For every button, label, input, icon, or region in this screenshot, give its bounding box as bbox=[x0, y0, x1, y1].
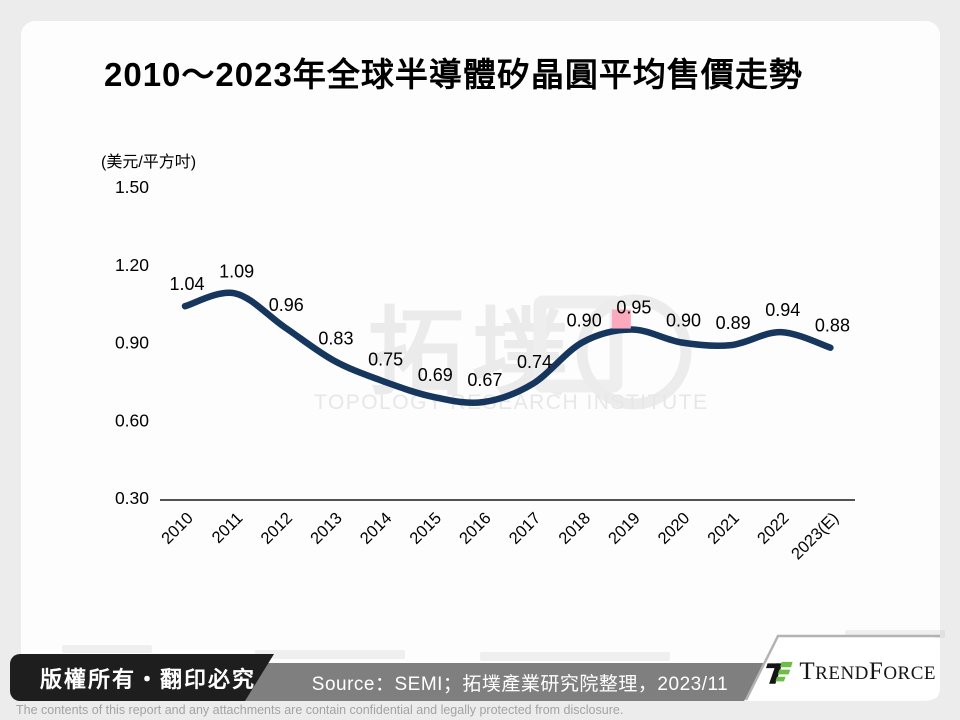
y-tick-label: 1.20 bbox=[115, 255, 149, 275]
data-label: 0.75 bbox=[368, 349, 403, 369]
y-tick-label: 0.60 bbox=[115, 410, 149, 430]
brand-letters: ORCE bbox=[883, 663, 936, 684]
data-label: 0.88 bbox=[815, 316, 850, 336]
y-tick-label: 1.50 bbox=[115, 177, 149, 197]
disclaimer-text: The contents of this report and any atta… bbox=[16, 703, 624, 717]
x-tick-label: 2019 bbox=[605, 509, 644, 548]
data-label: 1.09 bbox=[219, 261, 254, 281]
watermark-remnant bbox=[845, 630, 945, 638]
source-text: Source：SEMI；拓墣產業研究院整理，2023/11 bbox=[311, 673, 729, 695]
x-tick-label: 2023(E) bbox=[788, 509, 842, 563]
watermark-ring bbox=[576, 294, 692, 410]
y-tick-label: 0.30 bbox=[115, 488, 149, 508]
brand-letter: F bbox=[868, 658, 884, 685]
data-label: 0.74 bbox=[517, 352, 552, 372]
trendforce-logo: TRENDFORCE bbox=[766, 652, 936, 692]
data-label: 1.04 bbox=[169, 274, 204, 294]
x-tick-label: 2011 bbox=[209, 509, 247, 547]
data-label: 0.94 bbox=[765, 300, 800, 320]
x-tick-label: 2014 bbox=[357, 509, 396, 548]
watermark-remnant bbox=[255, 650, 405, 659]
brand-wordmark: TRENDFORCE bbox=[799, 658, 936, 686]
slide-card bbox=[21, 21, 940, 701]
x-tick-label: 2017 bbox=[506, 509, 545, 548]
y-axis-unit-label: (美元/平方吋) bbox=[101, 154, 197, 171]
data-label: 0.96 bbox=[269, 295, 304, 315]
x-tick-label: 2020 bbox=[655, 509, 694, 548]
x-tick-label: 2016 bbox=[456, 509, 495, 548]
data-label: 0.67 bbox=[467, 370, 502, 390]
data-label: 0.95 bbox=[616, 298, 651, 318]
logo-plate bbox=[744, 634, 940, 701]
watermark-remnant bbox=[480, 652, 670, 661]
x-tick-label: 2021 bbox=[704, 509, 743, 548]
data-label: 0.89 bbox=[716, 313, 751, 333]
brand-letter: T bbox=[799, 658, 816, 685]
data-label: 0.90 bbox=[666, 311, 701, 331]
watermark-remnant bbox=[62, 645, 152, 653]
copyright-banner: 版權所有‧翻印必究 bbox=[10, 654, 274, 701]
x-tick-label: 2018 bbox=[555, 509, 594, 548]
copyright-text: 版權所有‧翻印必究 bbox=[40, 666, 257, 692]
trendforce-mark-icon bbox=[766, 661, 793, 684]
data-label: 0.83 bbox=[318, 329, 353, 349]
trend-line bbox=[181, 289, 834, 406]
x-tick-label: 2013 bbox=[307, 509, 346, 548]
data-label: 0.69 bbox=[418, 365, 453, 385]
source-banner: Source：SEMI；拓墣產業研究院整理，2023/11 bbox=[240, 663, 770, 701]
watermark-latin: TOPOLOGY RESEARCH INSTITUTE bbox=[314, 391, 708, 414]
x-tick-label: 2022 bbox=[754, 509, 793, 548]
page-title: 2010～2023年全球半導體矽晶圓平均售價走勢 bbox=[104, 56, 803, 93]
data-label: 0.90 bbox=[567, 311, 602, 331]
x-tick-label: 2015 bbox=[406, 509, 445, 548]
watermark-glyph bbox=[533, 295, 623, 393]
x-tick-label: 2010 bbox=[158, 509, 197, 548]
x-tick-label: 2012 bbox=[257, 509, 296, 548]
y-tick-label: 0.90 bbox=[115, 333, 149, 353]
brand-letters: REND bbox=[815, 663, 869, 684]
highlight-marker bbox=[611, 309, 631, 329]
